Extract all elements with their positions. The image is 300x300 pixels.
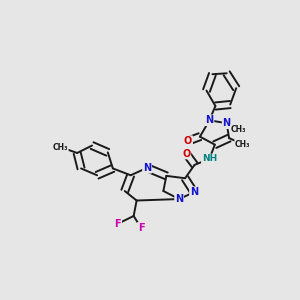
Text: NH: NH bbox=[202, 154, 217, 164]
Text: F: F bbox=[138, 223, 144, 233]
Text: CH₃: CH₃ bbox=[231, 125, 246, 134]
Text: O: O bbox=[184, 136, 192, 146]
Text: N: N bbox=[190, 187, 198, 197]
Text: CH₃: CH₃ bbox=[235, 140, 250, 148]
Text: N: N bbox=[223, 118, 231, 128]
Text: CH₃: CH₃ bbox=[52, 142, 68, 152]
Text: N: N bbox=[143, 163, 151, 173]
Text: N: N bbox=[206, 115, 214, 125]
Text: F: F bbox=[115, 219, 121, 229]
Text: O: O bbox=[182, 148, 190, 159]
Text: N: N bbox=[175, 194, 183, 204]
